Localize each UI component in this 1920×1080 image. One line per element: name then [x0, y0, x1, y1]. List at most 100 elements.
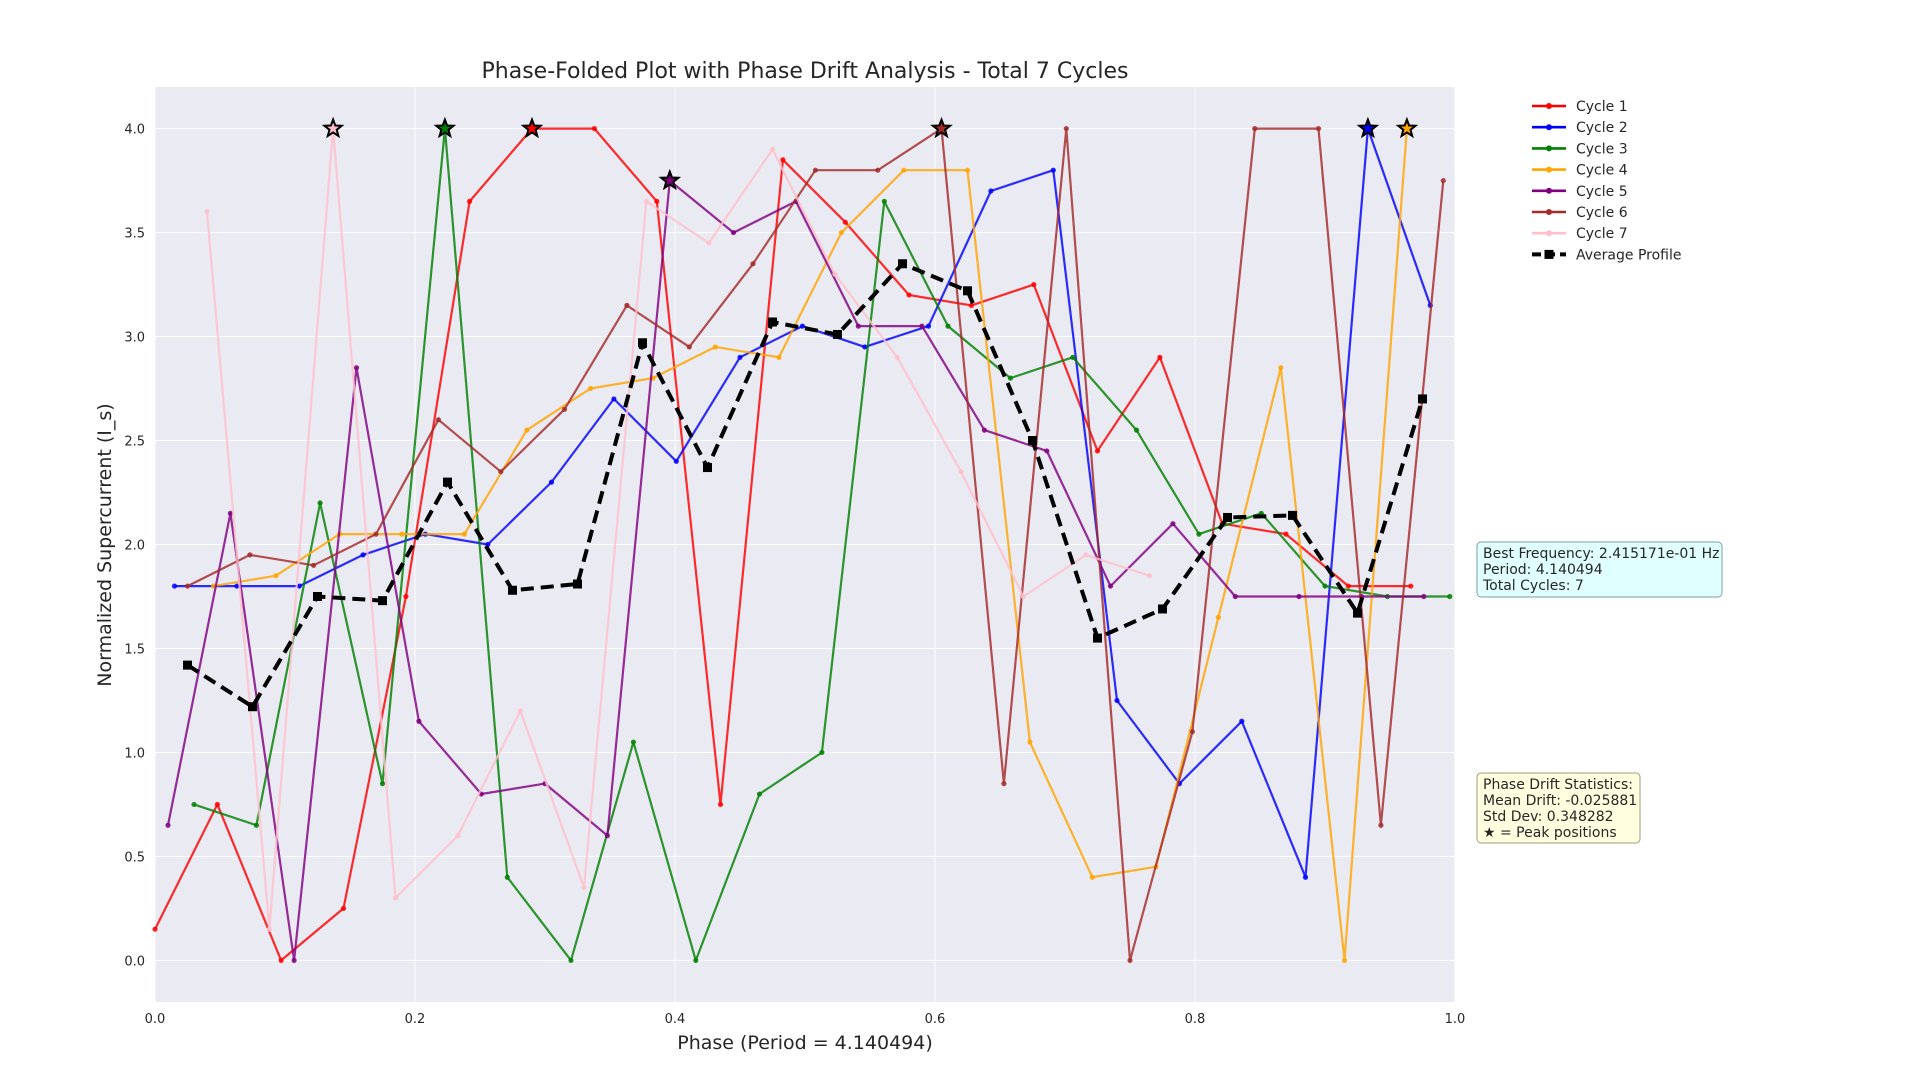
data-point: [234, 583, 240, 589]
peak-star: [930, 116, 953, 139]
data-point: [561, 406, 568, 412]
data-point: [1146, 573, 1153, 579]
data-point: [1232, 593, 1238, 600]
data-point: [881, 198, 887, 204]
legend-label: Cycle 1: [1576, 99, 1628, 115]
data-point: [654, 198, 660, 204]
average-point: [1093, 633, 1102, 643]
data-point: [467, 198, 473, 204]
x-tick-label: 1.0: [1445, 1012, 1466, 1027]
legend-marker: [1546, 166, 1552, 173]
data-point: [461, 531, 467, 537]
data-point: [1408, 583, 1414, 589]
x-axis-title: Phase (Period = 4.140494): [677, 1032, 933, 1054]
data-point: [812, 167, 819, 173]
data-point: [296, 583, 302, 589]
data-point: [379, 781, 386, 787]
average-point: [183, 660, 192, 670]
data-point: [981, 427, 988, 433]
data-point: [360, 552, 366, 558]
data-point: [906, 292, 912, 298]
data-point: [1170, 521, 1176, 527]
data-point: [266, 926, 272, 932]
period-line: Period: 4.140494: [1483, 562, 1603, 578]
data-point: [712, 344, 718, 350]
average-profile-path: [186, 261, 1425, 709]
data-point: [838, 229, 845, 236]
data-point: [455, 833, 461, 839]
peak-star: [658, 168, 682, 191]
data-point: [855, 323, 861, 329]
data-point: [842, 219, 848, 225]
tick-labels: 0.0 0.2 0.4 0.6 0.8 1.0 0.0 0.5 1.0 1.5 2.0 2.5 3.0 3…: [124, 123, 1465, 1027]
data-point: [1196, 531, 1202, 537]
legend-marker: [1546, 187, 1552, 194]
data-point: [1302, 874, 1309, 880]
average-point: [833, 329, 842, 339]
average-point: [1353, 608, 1362, 618]
y-tick-label: 1.5: [124, 642, 145, 657]
peak-star: [433, 116, 457, 139]
data-point: [1089, 874, 1095, 880]
data-point: [1127, 957, 1133, 964]
series-7: [204, 125, 1153, 932]
data-point: [730, 229, 737, 236]
y-tick-label: 4.0: [124, 123, 145, 138]
data-point: [832, 271, 838, 277]
legend-item: Cycle 5: [1532, 184, 1628, 200]
data-point: [968, 302, 975, 308]
data-point: [568, 957, 574, 964]
mean-drift-line: Mean Drift: -0.025881: [1483, 793, 1637, 809]
legend: Cycle 1 Cycle 2 Cycle 3 Cycle 4 Cycle 5 Cycle…: [1532, 99, 1681, 263]
average-point: [1223, 512, 1232, 522]
legend-label: Average Profile: [1576, 247, 1681, 263]
data-point: [1322, 583, 1328, 589]
data-point: [1447, 593, 1453, 600]
average-point: [1028, 436, 1037, 446]
data-point: [403, 593, 409, 600]
data-point: [1050, 167, 1056, 173]
data-point: [548, 479, 555, 485]
average-point: [768, 317, 777, 327]
data-point: [581, 885, 587, 891]
peak-note-line: ★ = Peak positions: [1483, 825, 1617, 841]
frequency-line: Best Frequency: 2.415171e-01 Hz: [1483, 546, 1720, 562]
data-point: [1278, 365, 1284, 371]
legend-label: Cycle 2: [1576, 120, 1628, 136]
data-point: [875, 167, 881, 173]
legend-marker: [1546, 209, 1552, 215]
data-point: [1133, 427, 1140, 433]
x-tick-label: 0.0: [145, 1012, 166, 1027]
data-point: [435, 417, 441, 423]
peak-star: [1356, 116, 1380, 139]
data-point: [227, 510, 233, 516]
y-tick-label: 1.0: [124, 746, 145, 761]
data-point: [686, 344, 692, 350]
data-point: [591, 125, 598, 132]
x-tick-label: 0.4: [665, 1012, 686, 1027]
data-point: [152, 926, 158, 932]
x-tick-label: 0.8: [1185, 1012, 1206, 1027]
data-point: [353, 365, 360, 371]
data-point: [317, 500, 323, 506]
data-point: [171, 583, 178, 589]
legend-label: Cycle 6: [1576, 205, 1628, 221]
series-1: [152, 125, 1414, 964]
peak-star: [1395, 116, 1419, 139]
data-point: [673, 458, 679, 464]
data-point: [1283, 531, 1289, 537]
average-point: [638, 338, 647, 348]
data-point: [737, 354, 743, 360]
average-point: [378, 596, 387, 606]
data-point: [1094, 448, 1101, 454]
x-tick-label: 0.6: [925, 1012, 946, 1027]
data-point: [604, 833, 611, 839]
average-point: [573, 579, 582, 589]
data-point: [1157, 354, 1163, 360]
data-point: [750, 261, 756, 267]
series-line: [205, 127, 1150, 931]
data-point: [1020, 593, 1026, 600]
data-point: [925, 323, 932, 329]
std-dev-line: Std Dev: 0.348282: [1483, 809, 1614, 825]
data-point: [1440, 177, 1446, 184]
